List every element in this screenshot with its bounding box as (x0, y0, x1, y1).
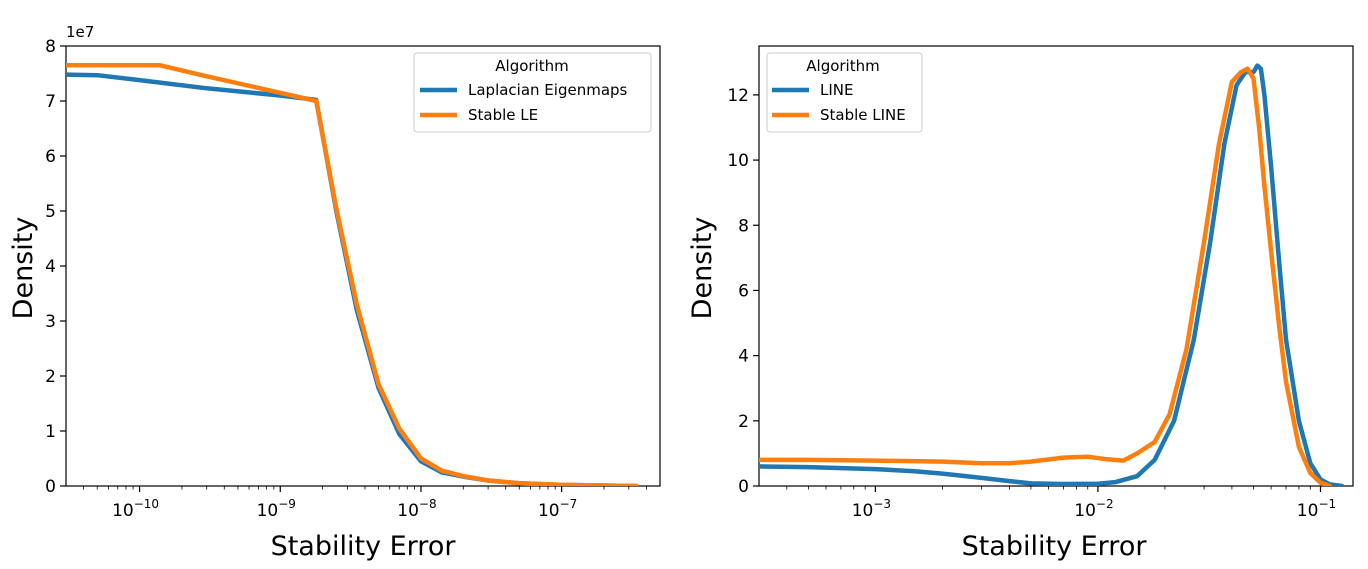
y-tick-label: 12 (727, 86, 749, 106)
y-tick-label: 2 (738, 412, 749, 432)
x-tick-label: 10−2 (1074, 497, 1113, 521)
y-tick-label: 4 (738, 347, 749, 367)
y-tick-label: 8 (45, 37, 56, 57)
x-tick-label: 10−8 (397, 497, 436, 521)
y-offset-label: 1e7 (66, 23, 94, 41)
y-axis-label-right: Density (687, 217, 718, 320)
y-tick-label: 8 (738, 216, 749, 236)
y-tick-label: 6 (45, 147, 56, 167)
x-axis-label-left: Stability Error (271, 531, 457, 562)
x-tick-label: 10−9 (257, 497, 296, 521)
x-axis-label-right: Stability Error (962, 531, 1148, 562)
legend-box (766, 52, 923, 133)
legend-title: Algorithm (806, 57, 879, 75)
chart-left: 0 1 2 3 4 5 6 7 8 10−10 10−9 10−8 10−7 1e7 Stabilit… (8, 23, 661, 562)
series-line-stable-line (759, 66, 1332, 486)
y-tick-label: 3 (45, 312, 56, 332)
chart-right: 0 2 4 6 8 10 12 10−3 10−2 10−1 Stability Error D… (687, 45, 1354, 562)
y-tick-label: 5 (45, 202, 56, 222)
y-tick-label: 7 (45, 92, 56, 112)
x-tick-label: 10−3 (852, 497, 891, 521)
x-tick-label: 10−7 (538, 497, 577, 521)
y-tick-label: 1 (45, 422, 56, 442)
y-tick-label: 10 (727, 151, 749, 171)
legend-left: Algorithm Laplacian Eigenmaps Stable LE (413, 52, 652, 133)
y-tick-label: 4 (45, 257, 56, 277)
y-tick-label: 6 (738, 281, 749, 301)
legend-right: Algorithm LINE Stable LINE (766, 52, 923, 133)
y-tick-label: 2 (45, 367, 56, 387)
legend-box (413, 52, 652, 133)
y-tick-label: 0 (738, 477, 749, 497)
y-tick-label: 0 (45, 477, 56, 497)
legend-label-laplacian: Laplacian Eigenmaps (468, 81, 628, 99)
x-tick-label: 10−10 (112, 497, 159, 521)
series-line-stable-le (66, 63, 639, 486)
legend-label-stable-le: Stable LE (468, 106, 538, 124)
legend-label-stable-line: Stable LINE (820, 106, 906, 124)
legend-title: Algorithm (495, 57, 568, 75)
legend-label-line: LINE (820, 81, 853, 99)
y-axis-label-left: Density (8, 217, 39, 320)
x-tick-label: 10−1 (1297, 497, 1336, 521)
series-line-line (759, 63, 1345, 486)
